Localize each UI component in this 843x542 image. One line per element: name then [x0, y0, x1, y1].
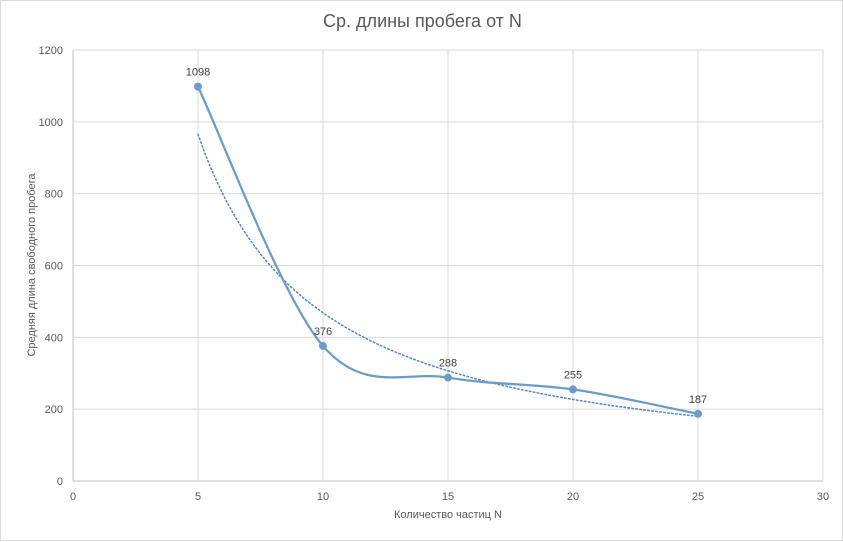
grid-layer [72, 49, 824, 482]
x-tick-label: 5 [195, 491, 201, 503]
y-tick-label: 600 [45, 261, 63, 273]
data-label: 187 [689, 394, 707, 406]
y-tick-label: 200 [45, 404, 63, 416]
series-line [196, 86, 699, 415]
chart-title: Ср. длины пробега от N [323, 11, 522, 31]
data-point [319, 341, 327, 350]
x-tick-label: 25 [692, 491, 704, 503]
y-tick-label: 400 [45, 332, 63, 344]
data-point [194, 82, 202, 91]
x-tick-label: 15 [442, 491, 454, 503]
y-tick-label: 1000 [39, 117, 63, 129]
trendline-layer [197, 133, 699, 418]
data-label: 376 [314, 326, 332, 338]
y-tick-label: 1200 [39, 45, 63, 57]
y-tick-label: 0 [57, 476, 63, 488]
series-layer [194, 82, 702, 418]
data-point [569, 385, 577, 394]
data-point [694, 409, 702, 418]
x-tick-label: 0 [70, 491, 76, 503]
data-label: 288 [439, 358, 457, 370]
trendline [197, 133, 699, 418]
x-tick-label: 20 [567, 491, 579, 503]
x-tick-label: 10 [317, 491, 329, 503]
data-label: 255 [564, 369, 582, 381]
data-label: 1098 [186, 67, 210, 79]
x-axis-title: Количество частиц N [394, 509, 502, 521]
y-axis-title: Средняя длина свободного пробега [26, 173, 38, 357]
data-point [444, 373, 452, 382]
x-tick-label: 30 [817, 491, 829, 503]
label-layer: 0 200 400 600 800 1000 1200 0 5 10 15 20 25 30 1098 376… [39, 45, 830, 503]
y-tick-label: 800 [45, 189, 63, 201]
